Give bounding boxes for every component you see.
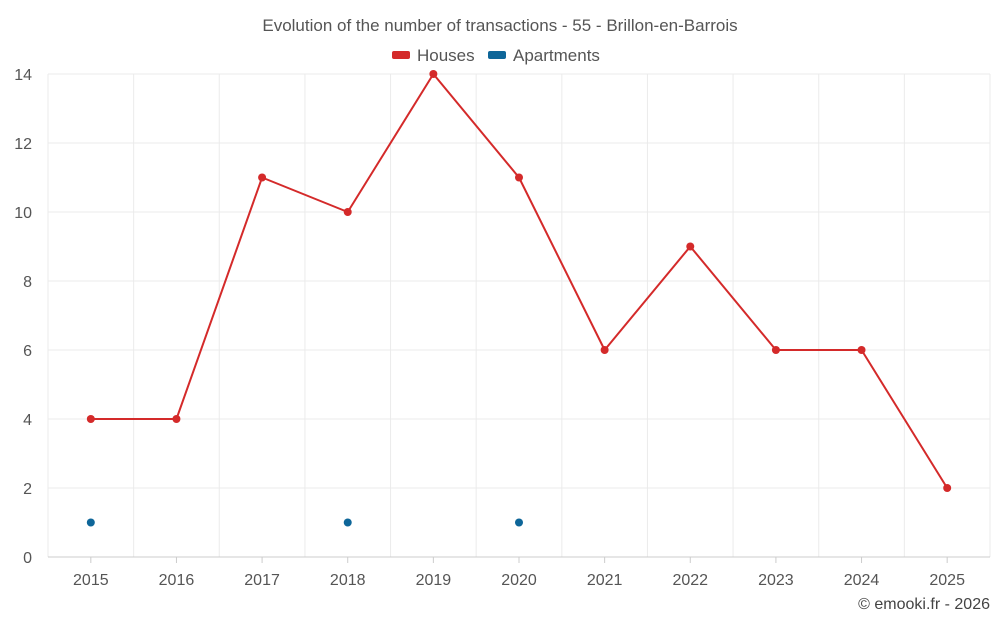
grid — [47, 73, 991, 558]
x-tick-label: 2024 — [844, 572, 880, 589]
x-tick-label: 2018 — [330, 572, 366, 589]
y-tick-label: 10 — [14, 205, 32, 222]
legend: Houses Apartments — [392, 46, 600, 65]
houses-point — [429, 70, 438, 78]
houses-point — [343, 208, 352, 216]
houses-point — [686, 242, 695, 251]
houses-point — [86, 415, 95, 423]
houses-point — [172, 415, 181, 423]
series-layer — [86, 70, 952, 527]
x-tick-label: 2020 — [501, 572, 537, 589]
x-tick-label: 2023 — [758, 572, 794, 589]
houses-point — [943, 484, 952, 492]
y-tick-label: 2 — [23, 481, 32, 498]
x-tick-label: 2015 — [73, 572, 109, 589]
y-tick-label: 0 — [23, 550, 32, 567]
x-tick-label: 2025 — [929, 572, 965, 589]
x-axis: 2015 2016 2017 2018 2019 2020 2021 2022 2023 2024… — [73, 557, 965, 589]
apartments-legend-label: Apartments — [513, 46, 600, 65]
houses-point — [771, 346, 780, 354]
apartments-point — [515, 518, 523, 527]
houses-legend-label: Houses — [417, 46, 475, 65]
houses-point — [258, 173, 267, 182]
y-tick-label: 6 — [23, 343, 32, 360]
x-tick-label: 2016 — [159, 572, 195, 589]
x-tick-label: 2019 — [416, 572, 452, 589]
chart-title: Evolution of the number of transactions … — [262, 16, 737, 35]
y-axis: 0 2 4 6 8 10 12 14 — [14, 67, 32, 567]
y-tick-label: 4 — [23, 412, 32, 429]
x-tick-label: 2022 — [672, 572, 708, 589]
apartments-point — [86, 518, 95, 527]
x-tick-label: 2021 — [587, 572, 623, 589]
houses-point — [857, 346, 866, 354]
x-tick-label: 2017 — [244, 572, 280, 589]
y-tick-label: 14 — [14, 67, 32, 84]
houses-point — [515, 173, 523, 182]
apartments-legend-swatch — [488, 51, 506, 59]
credit-text: © emooki.fr - 2026 — [858, 596, 990, 613]
houses-legend-swatch — [392, 51, 410, 59]
y-tick-label: 8 — [23, 274, 32, 291]
y-tick-label: 12 — [14, 136, 32, 153]
apartments-point — [343, 518, 352, 527]
houses-point — [600, 346, 609, 354]
